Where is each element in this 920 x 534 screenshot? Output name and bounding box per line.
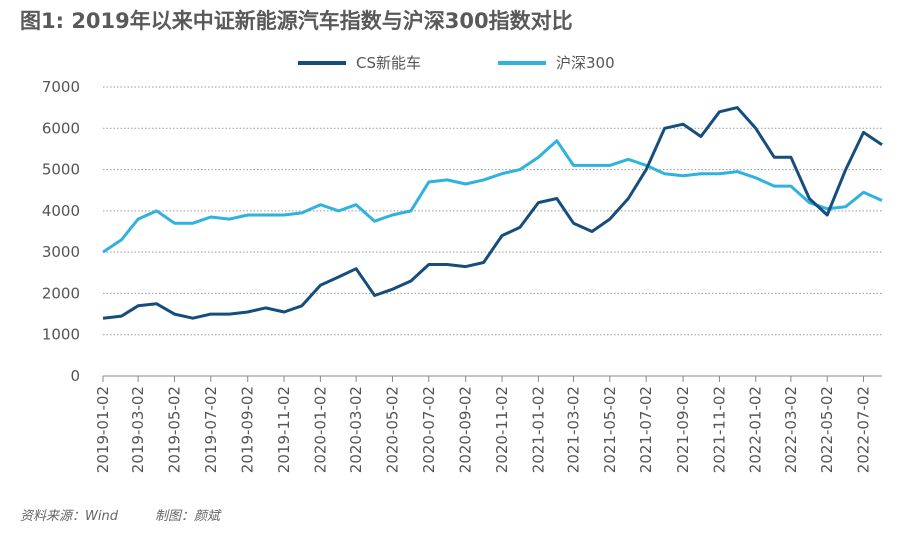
x-tick-label: 2019-03-02: [129, 386, 147, 473]
x-tick-label: 2019-01-02: [94, 386, 112, 473]
x-tick-label: 2020-07-02: [420, 386, 438, 473]
x-tick-label: 2021-03-02: [564, 386, 582, 473]
y-tick-label: 4000: [42, 202, 80, 220]
x-tick-label: 2019-05-02: [165, 386, 183, 473]
x-tick-label: 2020-03-02: [347, 386, 365, 473]
source: 资料来源：Wind: [20, 509, 119, 524]
x-tick-label: 2022-03-02: [782, 386, 800, 473]
y-tick-label: 1000: [42, 326, 80, 344]
y-tick-label: 7000: [42, 78, 80, 96]
y-tick-label: 6000: [42, 119, 80, 137]
legend-label: CS新能车: [356, 54, 421, 72]
x-tick-label: 2019-09-02: [239, 386, 257, 473]
x-tick-label: 2021-01-02: [529, 386, 547, 473]
line-series: [102, 139, 883, 254]
credit: 制图：颜斌: [155, 509, 222, 524]
line-series: [102, 106, 883, 320]
chart-title: 图1: 2019年以来中证新能源汽车指数与沪深300指数对比: [20, 9, 573, 33]
x-tick-label: 2022-07-02: [855, 386, 873, 473]
x-tick-label: 2019-11-02: [275, 386, 293, 473]
x-tick-label: 2022-05-02: [818, 386, 836, 473]
x-tick-label: 2021-05-02: [601, 386, 619, 473]
x-tick-label: 2020-05-02: [383, 386, 401, 473]
x-tick-label: 2020-11-02: [493, 386, 511, 473]
x-tick-label: 2021-07-02: [637, 386, 655, 473]
x-tick-label: 2021-09-02: [674, 386, 692, 473]
x-tick-label: 2019-07-02: [202, 386, 220, 473]
y-tick-label: 3000: [42, 243, 80, 261]
x-tick-label: 2020-01-02: [311, 386, 329, 473]
x-tick-label: 2020-09-02: [457, 386, 475, 473]
y-tick-label: 5000: [42, 161, 80, 179]
legend-label: 沪深300: [556, 54, 615, 72]
y-tick-label: 0: [70, 367, 80, 385]
y-tick-label: 2000: [42, 284, 80, 302]
x-tick-label: 2022-01-02: [747, 386, 765, 473]
x-tick-label: 2021-11-02: [710, 386, 728, 473]
